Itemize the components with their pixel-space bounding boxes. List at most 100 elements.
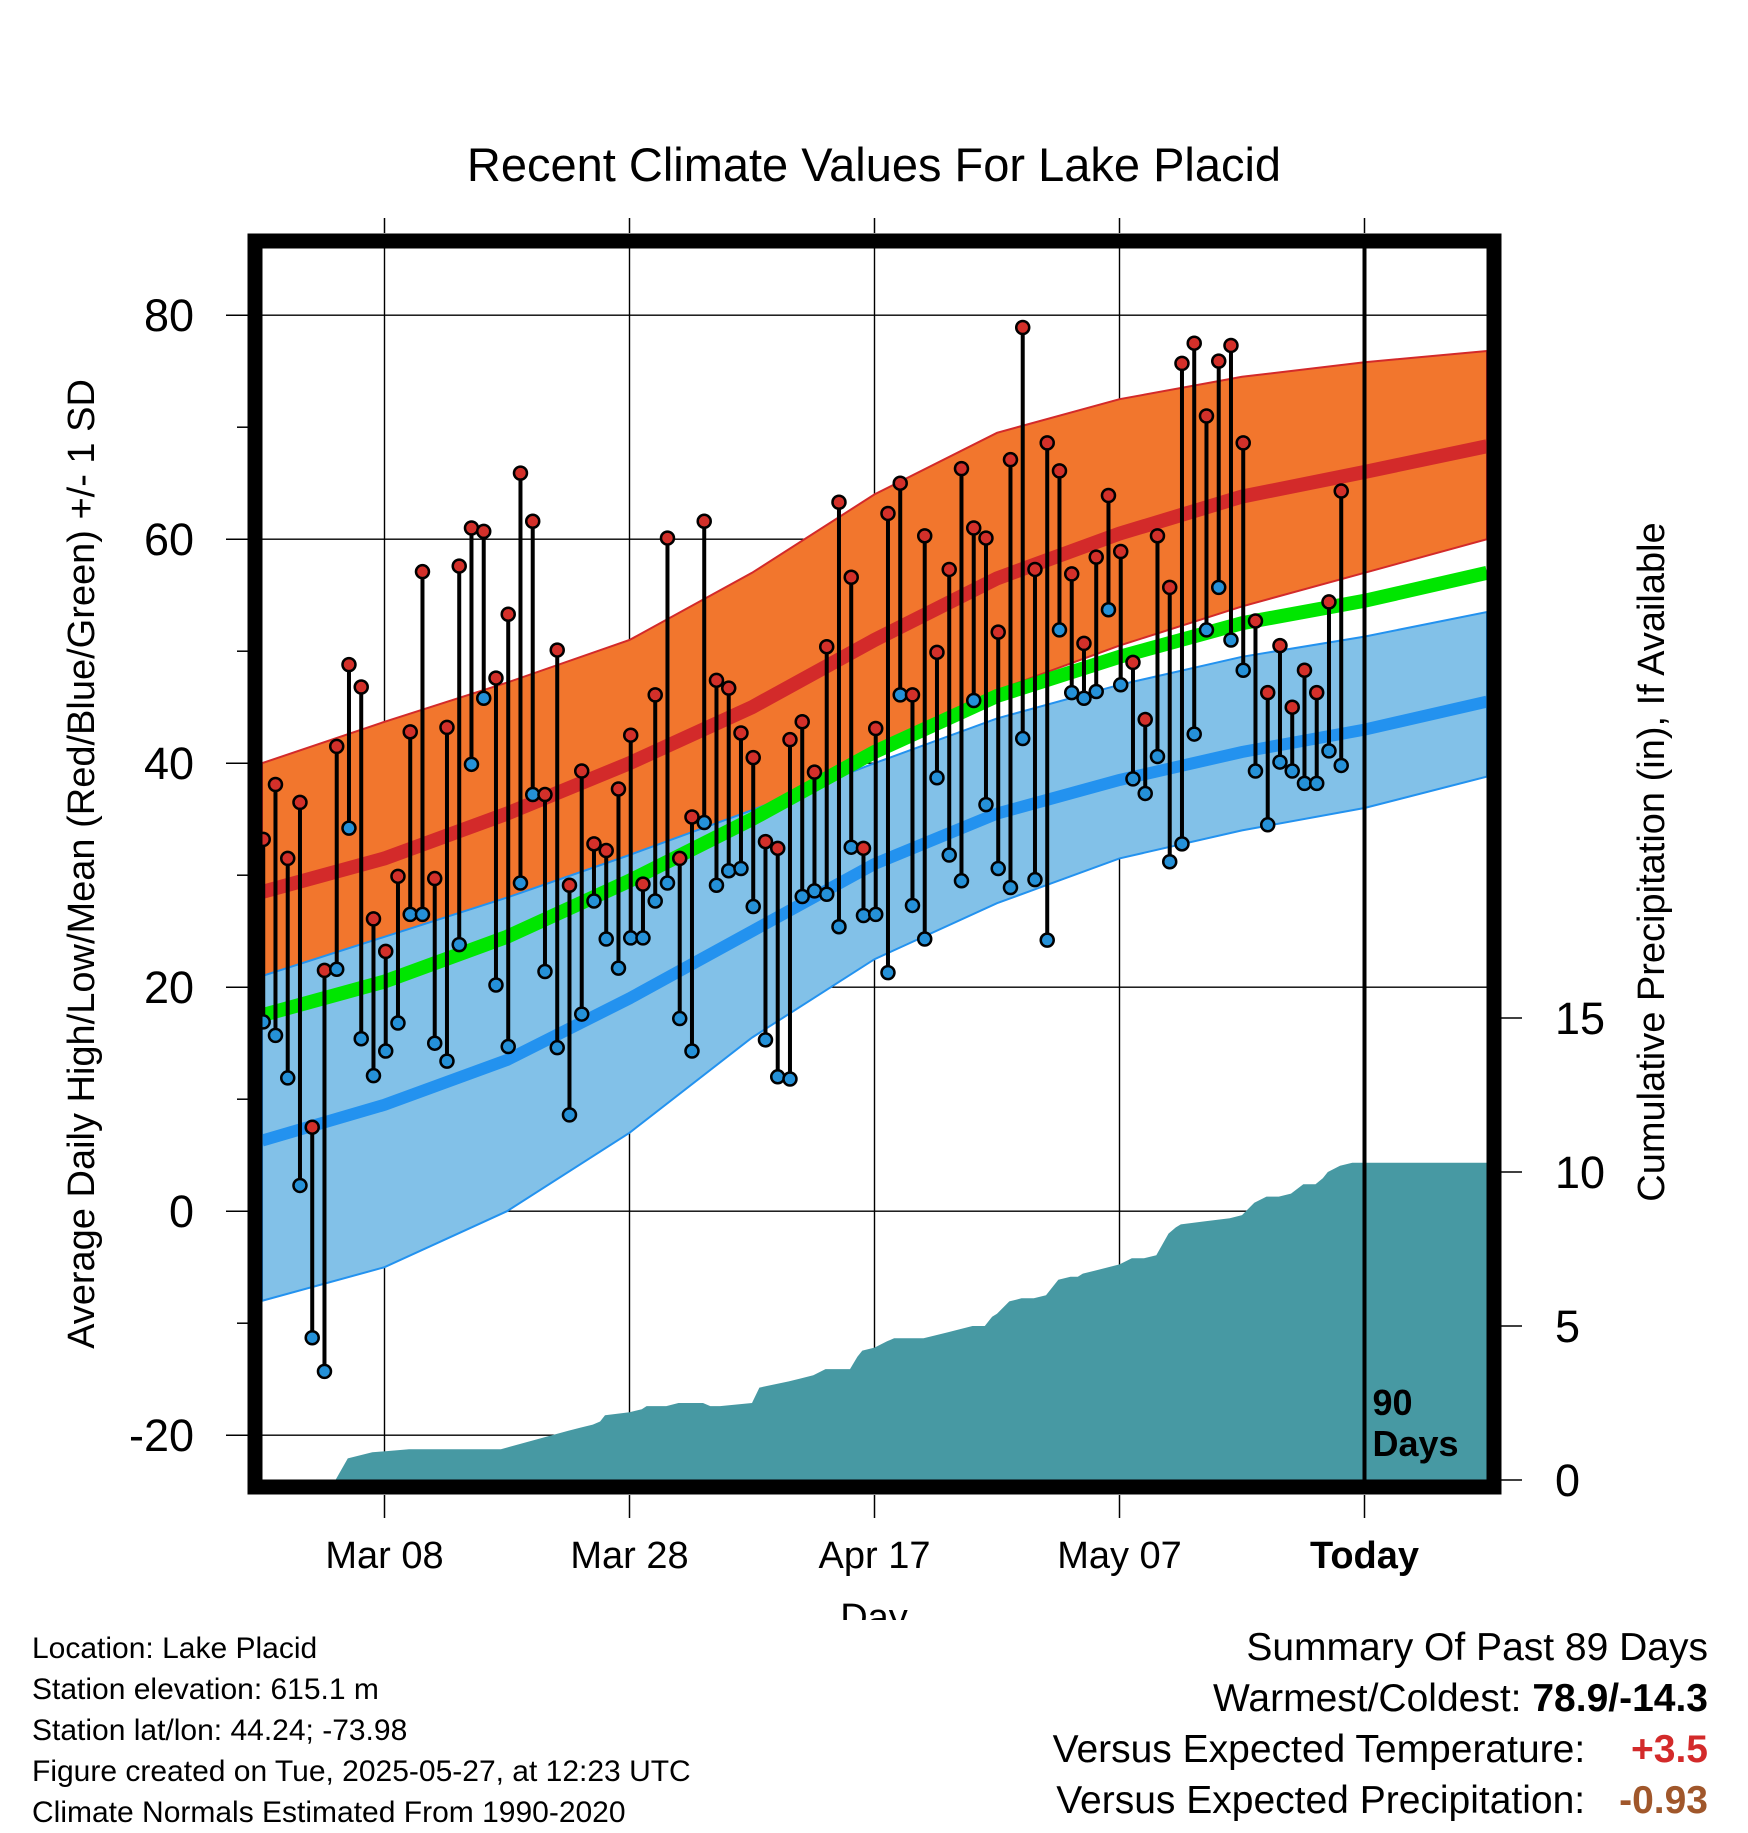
daily-low-point xyxy=(1088,683,1104,700)
daily-low-point xyxy=(537,963,553,980)
warm-cold-value: 78.9/-14.3 xyxy=(1532,1677,1708,1720)
daily-high-point xyxy=(500,606,516,622)
daily-high-point xyxy=(647,687,663,703)
precip-label: Versus Expected Precipitation: xyxy=(1056,1779,1586,1822)
daily-high-point xyxy=(1027,561,1043,578)
daily-low-point xyxy=(769,1069,786,1085)
daily-low-point xyxy=(647,893,663,909)
latlon-text: Station lat/lon: 44.24; -73.98 xyxy=(32,1714,408,1747)
daily-high-point xyxy=(831,494,847,510)
daily-low-point xyxy=(610,960,627,976)
daily-high-point xyxy=(1308,684,1325,701)
daily-low-point xyxy=(880,964,896,981)
plot-area xyxy=(262,248,1487,1480)
daily-low-point xyxy=(708,877,725,894)
daily-low-point xyxy=(1063,684,1080,701)
daily-low-point xyxy=(1039,932,1055,948)
daily-high-point xyxy=(377,943,394,960)
daily-high-point xyxy=(512,465,529,481)
x-tick-label: Mar 28 xyxy=(570,1535,688,1577)
daily-low-point xyxy=(1161,854,1178,870)
daily-low-point xyxy=(439,1053,455,1069)
daily-low-point xyxy=(965,692,982,709)
plot-frame xyxy=(247,233,1502,1495)
normals-text: Climate Normals Estimated From 1990-2020 xyxy=(32,1796,626,1829)
daily-low-point xyxy=(279,1070,296,1086)
daily-low-point xyxy=(1259,817,1276,833)
daily-low-point xyxy=(929,770,945,786)
daily-high-point xyxy=(267,776,284,793)
daily-high-point xyxy=(1272,637,1288,654)
daily-high-point xyxy=(561,877,578,894)
daily-high-point xyxy=(353,679,369,695)
daily-low-point xyxy=(941,847,957,863)
daily-low-point xyxy=(598,931,614,947)
daily-low-point xyxy=(1186,726,1202,742)
location-text: Location: Lake Placid xyxy=(32,1632,318,1665)
daily-low-point xyxy=(978,796,994,813)
daily-high-point xyxy=(1137,711,1153,728)
daily-high-point xyxy=(659,530,676,546)
daily-high-point xyxy=(1333,483,1349,499)
daily-high-point xyxy=(708,672,725,689)
daily-low-point xyxy=(684,1043,700,1059)
daily-high-point xyxy=(292,794,308,811)
daily-low-point xyxy=(1284,763,1300,779)
summary-heading: Summary Of Past 89 Days xyxy=(1246,1626,1708,1669)
y-axis-label: Average Daily High/Low/Mean (Red/Blue/Gr… xyxy=(61,379,103,1349)
daily-high-point xyxy=(745,749,761,766)
daily-high-point xyxy=(439,719,455,736)
daily-low-point xyxy=(586,893,602,909)
daily-low-point xyxy=(757,1032,774,1048)
daily-high-point xyxy=(720,680,737,696)
daily-low-point xyxy=(365,1067,382,1084)
y2-tick-label: 10 xyxy=(1555,1147,1605,1198)
daily-low-point xyxy=(659,875,676,891)
daily-low-point xyxy=(1333,757,1349,774)
daily-high-point xyxy=(1039,435,1055,451)
daily-low-point xyxy=(341,820,357,836)
daily-low-point xyxy=(1272,754,1288,770)
daily-low-point xyxy=(475,690,492,706)
daily-low-point xyxy=(573,1006,590,1022)
daily-high-point xyxy=(488,670,504,686)
cumulative-precip-area xyxy=(262,1162,1487,1480)
daily-low-point xyxy=(463,756,480,773)
daily-low-point xyxy=(1014,730,1031,747)
warm-cold-row: Warmest/Coldest: 78.9/-14.3 xyxy=(1053,1673,1708,1724)
daily-high-point xyxy=(1088,549,1104,565)
daily-low-point xyxy=(1308,775,1325,792)
x-tick-label: Today xyxy=(1310,1535,1419,1577)
daily-low-point xyxy=(267,1027,284,1044)
daily-low-point xyxy=(1112,677,1129,693)
daily-low-point xyxy=(304,1330,320,1346)
daily-low-point xyxy=(904,897,921,914)
daily-low-point xyxy=(1125,771,1141,787)
daily-low-point xyxy=(377,1043,394,1059)
daily-high-point xyxy=(524,513,541,530)
daily-low-point xyxy=(916,931,933,947)
daily-high-point xyxy=(782,731,798,748)
daily-low-point xyxy=(990,860,1006,877)
daily-low-point xyxy=(635,930,651,946)
daily-high-point xyxy=(757,833,774,850)
y2-tick-label: 5 xyxy=(1555,1301,1580,1352)
daily-low-point xyxy=(488,977,504,993)
daily-high-point xyxy=(953,460,970,477)
daily-high-point xyxy=(610,781,627,797)
daily-high-point xyxy=(965,520,982,536)
daily-high-point xyxy=(1186,335,1202,351)
daily-high-point xyxy=(818,638,835,655)
daily-low-point xyxy=(1027,871,1043,888)
daily-high-point xyxy=(1198,408,1215,424)
daily-low-point xyxy=(671,1010,688,1027)
daily-high-point xyxy=(1112,543,1129,560)
daily-low-point xyxy=(720,862,737,879)
daily-low-point xyxy=(1210,579,1227,596)
daily-high-point xyxy=(390,868,406,885)
station-info: Location: Lake Placid Station elevation:… xyxy=(32,1628,691,1833)
daily-high-point xyxy=(769,840,786,857)
y-tick-label: 20 xyxy=(144,962,194,1013)
daily-high-point xyxy=(892,475,908,491)
